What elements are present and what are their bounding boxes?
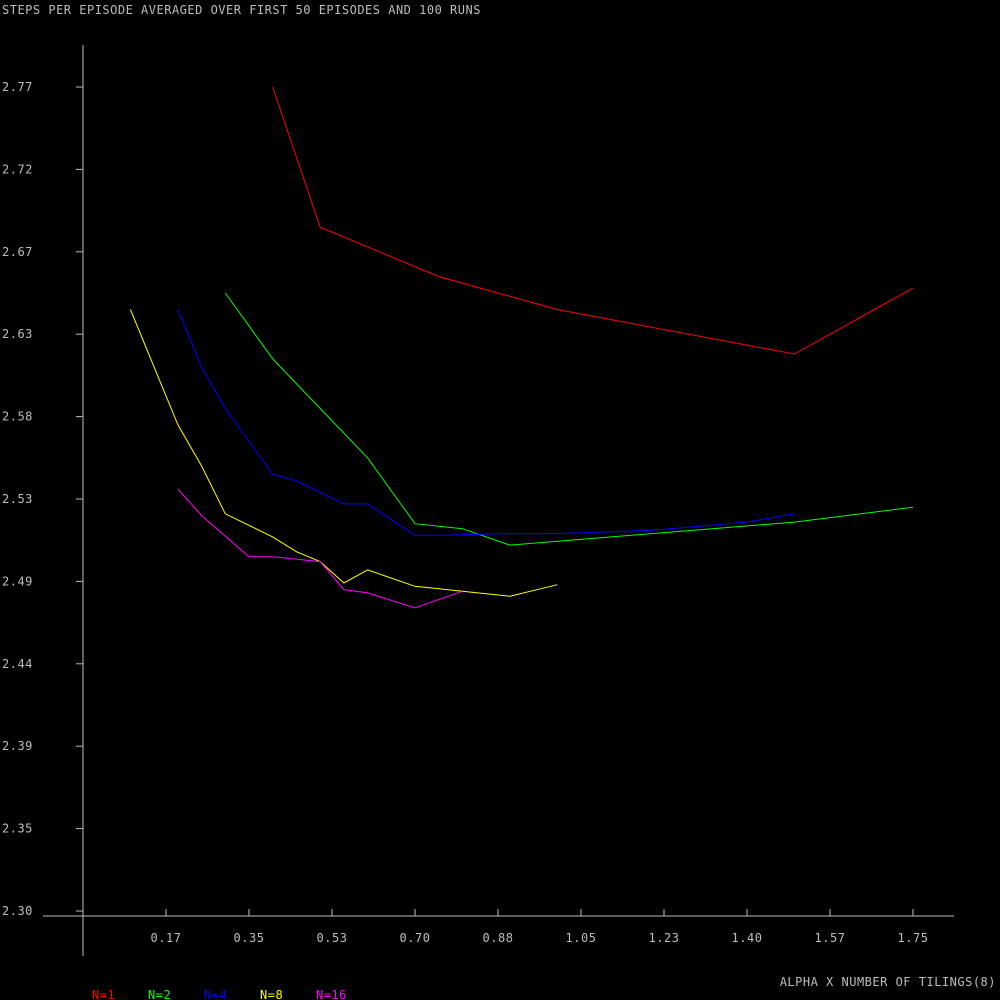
legend-entry-n-2: N=2 [148,988,171,1000]
series-line-n-1 [272,86,914,355]
x-tick-label: 0.53 [317,931,348,945]
legend-entry-n-8: N=8 [260,988,283,1000]
legend-entry-n-4: N=4 [204,988,227,1000]
chart-title: STEPS PER EPISODE AVERAGED OVER FIRST 50… [2,3,481,17]
x-tick-label: 1.40 [732,931,763,945]
x-axis-label: ALPHA X NUMBER OF TILINGS(8) [780,975,996,989]
legend-entry-n-16: N=16 [316,988,347,1000]
legend-entry-n-1: N=1 [92,988,115,1000]
series-line-n-4 [177,309,795,536]
x-tick-label: 0.70 [400,931,431,945]
y-tick-label: 2.77 [2,80,33,94]
x-tick-label: 1.57 [815,931,846,945]
legend: N=1 N=2 N=4 N=8 N=16 [92,988,347,1000]
y-tick-label: 2.39 [2,739,33,753]
y-tick-label: 2.53 [2,492,33,506]
y-tick-label: 2.49 [2,574,33,588]
x-tick-label: 1.23 [649,931,680,945]
x-tick-label: 0.35 [234,931,265,945]
series-line-n-16 [177,488,463,609]
y-tick-label: 2.72 [2,162,33,176]
y-tick-label: 2.67 [2,245,33,259]
x-tick-label: 0.17 [151,931,182,945]
series-line-n-2 [224,292,914,546]
y-tick-label: 2.30 [2,904,33,918]
x-ticks: 0.17 0.35 0.53 0.70 0.88 1.05 1.23 1.40 1.57 1.75 [151,909,929,945]
y-tick-label: 2.58 [2,410,33,424]
series-line-n-8 [129,309,558,597]
x-tick-label: 0.88 [483,931,514,945]
y-tick-label: 2.63 [2,327,33,341]
y-tick-label: 2.35 [2,822,33,836]
x-tick-label: 1.75 [898,931,929,945]
series-lines [129,86,914,609]
x-tick-label: 1.05 [566,931,597,945]
y-ticks: 2.30 2.35 2.39 2.44 2.49 2.53 2.58 2.63 2.67 2.72… [2,80,83,918]
y-tick-label: 2.44 [2,657,33,671]
